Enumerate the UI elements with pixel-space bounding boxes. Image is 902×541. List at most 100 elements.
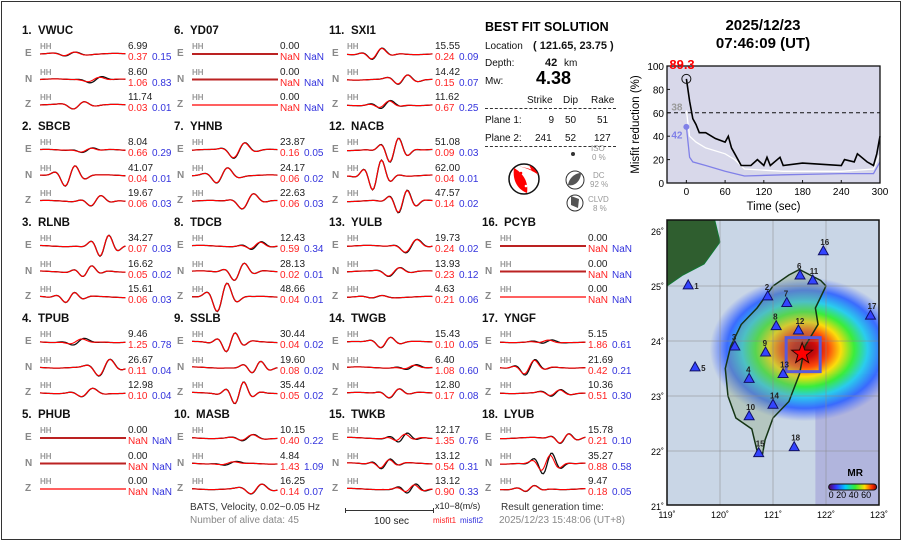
channel-label: HH [192, 477, 204, 486]
result-time: 2025/12/23 15:48:06 (UT+8) [499, 515, 625, 526]
peak-amplitude: 12.98 [128, 380, 154, 391]
misfit2-value: 0.29 [152, 148, 172, 159]
station-triangle-icon[interactable] [767, 398, 779, 409]
misfit2-value: 0.01 [304, 295, 324, 306]
station-triangle-icon[interactable] [788, 440, 801, 452]
misfit1-value: 0.06 [128, 295, 148, 306]
misfit1-value: 0.18 [588, 487, 608, 498]
channel-label: HH [500, 381, 512, 390]
component-label: Z [25, 483, 32, 494]
station-triangle-icon[interactable] [770, 319, 783, 331]
peak-amplitude: 0.00 [588, 284, 608, 295]
component-label: E [177, 48, 184, 59]
misfit1-value: 0.09 [435, 148, 455, 159]
channel-label: HH [40, 259, 52, 269]
station-triangle-icon[interactable] [689, 360, 701, 372]
station-triangle-icon[interactable] [817, 244, 830, 256]
misfit2-value: 1.09 [304, 461, 324, 473]
station-triangle-icon[interactable] [777, 367, 789, 378]
component-label: E [332, 48, 339, 59]
misfit1-value: 0.06 [128, 199, 148, 210]
observed-trace [347, 336, 433, 349]
component-label: N [332, 361, 340, 373]
component-label: Z [25, 387, 32, 398]
peak-amplitude: 0.00 [588, 233, 608, 244]
station-name: YD07 [190, 25, 219, 37]
component-label: E [25, 144, 32, 155]
channel-label: HH [192, 42, 204, 51]
station-triangle-icon[interactable] [806, 273, 819, 285]
station-triangle-icon[interactable] [682, 278, 695, 290]
misfit2-value: 0.02 [304, 365, 324, 377]
observed-trace [39, 101, 126, 110]
misfit1-value: 0.02 [280, 269, 300, 281]
misfit2-value: NaN [612, 244, 633, 255]
misfit1-value: 0.04 [128, 173, 148, 185]
misfit2-value: 0.02 [459, 199, 479, 210]
peak-amplitude: 12.43 [280, 233, 306, 244]
station-number: 16. [482, 217, 498, 229]
peak-amplitude: 4.63 [435, 284, 455, 295]
channel-label: HH [347, 451, 359, 461]
station-triangle-icon[interactable] [752, 446, 765, 458]
misfit1-value: 0.24 [435, 244, 455, 255]
station-triangle-icon[interactable] [728, 339, 741, 351]
station-number: 17. [482, 313, 498, 325]
misfit1-value: 0.10 [435, 340, 455, 351]
misfit2-value: 0.31 [459, 461, 479, 473]
channel-label: HH [40, 42, 52, 51]
station-triangle-icon[interactable] [864, 309, 877, 320]
channel-label: HH [40, 381, 52, 390]
station-name: LYUB [504, 409, 535, 421]
misfit1-value: 1.06 [128, 77, 148, 89]
misfit1-value: 0.88 [588, 461, 608, 473]
component-label: N [485, 265, 493, 277]
misfit1-value: 0.16 [280, 148, 300, 159]
peak-amplitude: 11.74 [128, 92, 153, 103]
synthetic-trace [346, 47, 433, 60]
station-number: 15. [329, 409, 345, 421]
depth-label: Depth: [485, 58, 515, 69]
synthetic-trace [40, 147, 126, 153]
depth-value: 42 [545, 57, 558, 69]
station-triangle-icon[interactable] [743, 372, 755, 383]
channel-label: HH [500, 426, 512, 435]
channel-label: HH [347, 234, 359, 243]
channel-label: HH [500, 330, 512, 339]
station-triangle-icon[interactable] [743, 409, 755, 421]
misfit2-value: 0.78 [152, 340, 172, 351]
station-triangle-icon[interactable] [794, 268, 806, 280]
component-label: E [25, 240, 32, 251]
misfit1-value: 0.14 [280, 487, 300, 498]
station-triangle-icon[interactable] [780, 296, 793, 307]
channel-label: HH [40, 138, 52, 147]
station-label: 3 [732, 333, 737, 342]
station-triangle-icon[interactable] [761, 289, 774, 301]
x-tick-label: 240 [833, 187, 850, 198]
synthetic-trace [39, 292, 126, 303]
unit-label: x10−8(m/s) [435, 501, 481, 511]
synthetic-trace [40, 165, 126, 187]
channel-label: HH [192, 93, 204, 102]
station-label: 10 [746, 403, 755, 412]
lon-tick-label: 119˚ [658, 510, 675, 520]
peak-amplitude: 24.17 [280, 162, 306, 174]
misfit2-value: 0.22 [304, 436, 324, 447]
synthetic-trace [499, 359, 586, 375]
misfit2-value: 0.07 [304, 487, 324, 498]
station-triangle-icon[interactable] [759, 345, 772, 357]
station-triangle-icon[interactable] [792, 323, 805, 335]
epicenter-star-icon [790, 341, 815, 364]
peak-amplitude: 15.55 [435, 41, 461, 52]
station-number: 14. [329, 313, 345, 325]
channel-label: HH [192, 426, 204, 435]
synthetic-trace [191, 241, 278, 250]
map-frame [666, 219, 880, 506]
misfit2-value: 0.15 [152, 52, 172, 63]
misfit1-value: 0.11 [128, 365, 147, 377]
strike-header: Strike [527, 95, 553, 106]
time-scale-label: 100 sec [374, 516, 410, 527]
channel-label: HH [40, 234, 52, 243]
peak-amplitude: 5.15 [588, 329, 608, 340]
